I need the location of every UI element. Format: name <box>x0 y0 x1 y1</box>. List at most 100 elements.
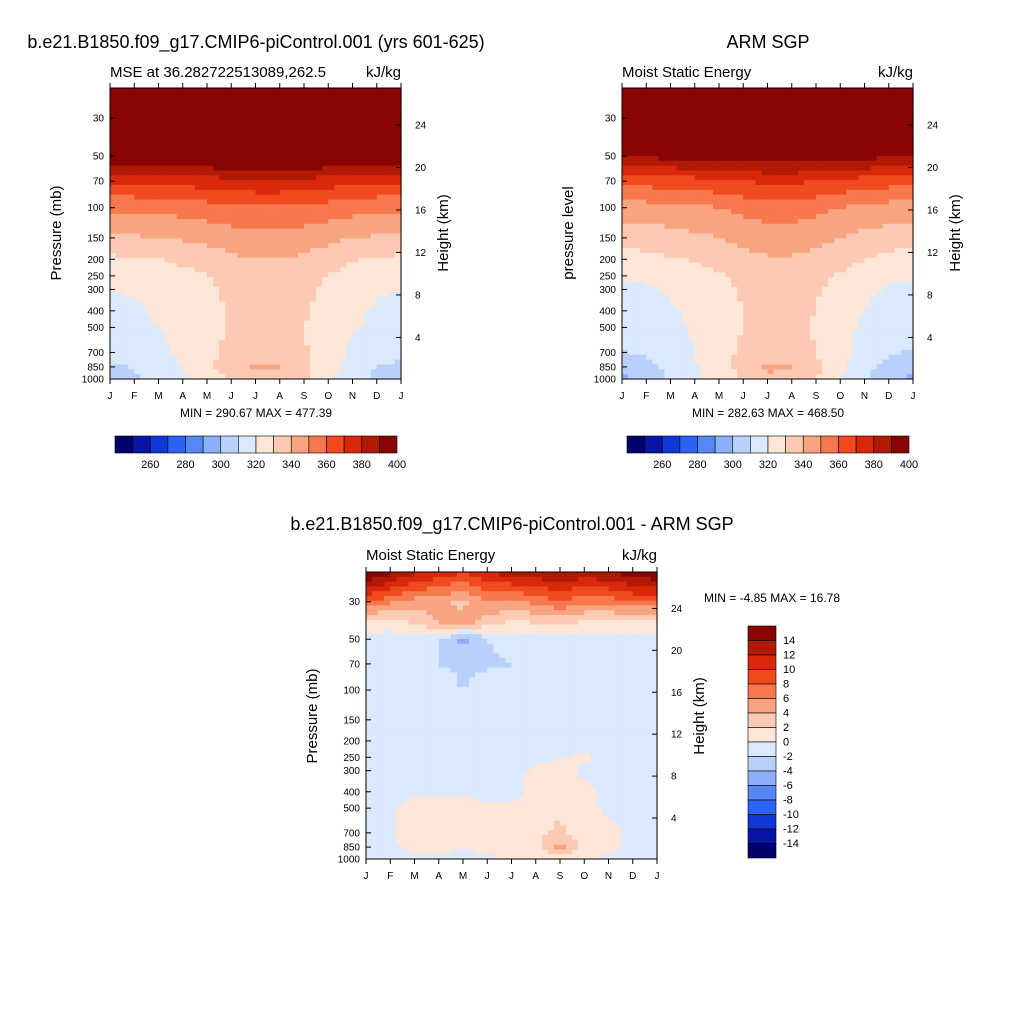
panel1-cell <box>394 320 402 327</box>
panel2-cell <box>755 141 763 147</box>
panel2-cell <box>634 243 641 249</box>
panel1-cell <box>194 189 202 196</box>
panel2-cell <box>900 97 908 104</box>
panel1-cell <box>225 185 232 191</box>
panel2-cell <box>773 151 781 157</box>
panel1-cell <box>334 107 341 113</box>
panel1-cell <box>134 296 141 302</box>
panel1-cell <box>225 252 232 259</box>
panel2-cell <box>670 131 678 138</box>
panel1-cell <box>170 131 178 138</box>
panel1-cell <box>352 160 360 167</box>
panel1-cell <box>364 180 372 186</box>
panel1-cell <box>376 218 384 225</box>
panel1-cell <box>158 340 166 346</box>
panel2-cell <box>906 155 914 162</box>
panel2-cell <box>834 141 841 147</box>
panel1-cell <box>382 272 390 278</box>
panel1-cell <box>110 248 117 254</box>
panel2-cell <box>882 272 890 278</box>
panel2-cell <box>900 199 908 205</box>
panel1-cell <box>140 141 147 147</box>
panel2-cell <box>628 199 635 205</box>
panel1-cell <box>310 238 317 244</box>
panel2-cell <box>712 92 720 99</box>
panel2-cell <box>882 204 890 210</box>
panel2-cell <box>725 243 732 249</box>
panel1-cell <box>146 218 154 225</box>
panel2-cell <box>828 272 835 278</box>
panel1-cell <box>219 330 226 336</box>
panel1-cell <box>207 243 214 249</box>
panel1-cell <box>231 257 238 264</box>
panel1-cell <box>376 214 384 220</box>
panel1-cell <box>237 185 244 191</box>
panel1-cell <box>225 330 232 336</box>
panel1-cell <box>310 218 317 225</box>
panel1-cell <box>291 151 299 157</box>
panel1-cell <box>364 340 372 346</box>
panel2-cell <box>816 185 823 191</box>
panel1-colorbar-label: 360 <box>317 459 335 471</box>
panel2-cell <box>628 238 635 244</box>
panel2-cell <box>725 277 732 283</box>
panel1-cell <box>170 296 178 302</box>
panel2-cell <box>737 112 744 118</box>
panel1-cell <box>152 238 160 244</box>
panel2-cell <box>688 214 696 220</box>
panel2-cell <box>737 223 744 230</box>
panel2-cell <box>858 272 866 278</box>
panel1-cell <box>328 349 335 356</box>
panel2-cell <box>749 243 756 249</box>
panel1-cell <box>334 189 341 196</box>
panel1-cell <box>346 291 354 298</box>
panel1-cell <box>279 359 287 366</box>
panel1-cell <box>382 146 390 152</box>
panel2-cell <box>737 131 744 138</box>
panel2-cell <box>822 204 829 210</box>
panel1-cell <box>291 117 299 123</box>
panel2-cell <box>646 282 653 288</box>
panel2-cell <box>870 112 878 118</box>
panel1-cell <box>382 155 390 162</box>
panel2-cell <box>725 112 732 118</box>
panel2-cell <box>834 209 841 215</box>
panel1-cell <box>207 335 214 341</box>
panel1-cell <box>370 349 378 356</box>
panel2-cell <box>858 194 866 201</box>
panel1-cell <box>194 325 202 332</box>
panel1-cell <box>352 320 360 327</box>
panel1-cell <box>273 112 281 118</box>
panel2-cell <box>634 218 641 225</box>
panel2-cell <box>688 262 696 269</box>
panel1-cell <box>122 175 129 181</box>
panel1-cell <box>164 359 172 366</box>
panel2-cell <box>700 180 708 186</box>
panel1-cell <box>140 107 147 113</box>
panel2-cell <box>646 97 653 104</box>
panel2-cell <box>876 214 884 220</box>
panel1-cell <box>346 340 354 346</box>
panel1-cell <box>285 121 293 128</box>
panel1-cell <box>328 340 335 346</box>
panel1-cell <box>225 233 232 239</box>
panel1-cell <box>370 311 378 317</box>
panel2-cell <box>767 141 775 147</box>
panel2-cell <box>761 194 769 201</box>
panel1-cell <box>170 199 178 205</box>
panel2-cell <box>628 228 635 235</box>
panel1-cell <box>255 243 263 249</box>
panel1-cell <box>382 228 390 235</box>
panel1-cell <box>122 209 129 215</box>
panel2-cell <box>737 165 744 172</box>
panel1-cell <box>346 349 354 356</box>
panel2-cell <box>743 252 750 259</box>
panel2-cell <box>628 262 635 269</box>
panel2-cell <box>852 228 860 235</box>
panel2-cell <box>791 126 799 133</box>
panel2-cell <box>906 252 914 259</box>
panel2-cell <box>894 121 902 128</box>
panel1-cell <box>188 248 196 254</box>
panel2-cell <box>809 185 817 191</box>
panel2-cell <box>628 175 635 181</box>
